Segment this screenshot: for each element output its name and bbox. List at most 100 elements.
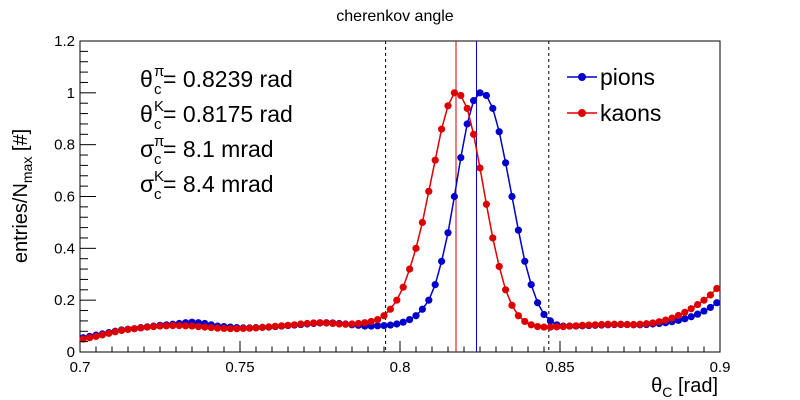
annotation-value: = 0.8175 rad xyxy=(163,101,293,127)
reference-lines xyxy=(385,41,550,352)
data-point-kaons xyxy=(674,311,683,320)
annotation-symbol: θ xyxy=(140,101,153,127)
data-point-kaons xyxy=(342,320,350,328)
data-point-kaons xyxy=(194,323,202,331)
data-point-pions xyxy=(521,257,529,265)
data-point-kaons xyxy=(316,319,324,327)
data-point-kaons xyxy=(578,321,587,329)
data-point-kaons xyxy=(598,320,606,329)
data-point-kaons xyxy=(706,291,715,299)
annotation-superscript: K xyxy=(154,168,164,185)
fit-annotation: θ πc = 0.8239 rad xyxy=(140,63,293,98)
legend: pions kaons xyxy=(567,64,661,126)
data-point-kaons xyxy=(386,305,394,313)
data-point-kaons xyxy=(150,323,158,331)
data-point-kaons xyxy=(124,325,132,334)
data-point-kaons xyxy=(655,318,663,326)
annotation-symbol: σ xyxy=(140,136,154,162)
y-tick-label: 0.6 xyxy=(54,189,75,206)
data-point-kaons xyxy=(246,324,254,332)
data-point-kaons xyxy=(572,322,580,330)
data-point-kaons xyxy=(687,305,695,313)
data-point-kaons xyxy=(681,308,689,316)
annotation-subscript: c xyxy=(154,116,162,133)
y-tick-label: 1 xyxy=(67,85,75,102)
y-axis-label: entries/Nmax [#] xyxy=(10,129,35,263)
data-point-kaons xyxy=(406,265,414,273)
data-point-kaons xyxy=(470,130,478,138)
legend-entry-kaons: kaons xyxy=(567,100,661,126)
fit-annotation: σ Kc = 8.4 mrad xyxy=(140,168,274,203)
data-point-pions xyxy=(706,303,715,312)
data-point-kaons xyxy=(98,331,106,339)
data-point-kaons xyxy=(546,323,555,331)
data-point-kaons xyxy=(118,326,126,335)
data-point-pions xyxy=(399,318,407,326)
data-point-kaons xyxy=(418,218,426,227)
data-point-kaons xyxy=(335,320,343,328)
data-point-kaons xyxy=(508,301,516,309)
data-point-kaons xyxy=(591,321,599,329)
data-point-kaons xyxy=(463,104,471,112)
data-point-pions xyxy=(431,281,439,289)
data-point-kaons xyxy=(182,322,190,330)
data-point-kaons xyxy=(354,319,362,328)
data-point-kaons xyxy=(534,323,542,331)
data-point-kaons xyxy=(662,316,670,324)
data-point-kaons xyxy=(630,320,638,329)
data-point-kaons xyxy=(514,312,523,320)
data-point-kaons xyxy=(495,262,503,271)
data-point-kaons xyxy=(188,322,196,330)
data-point-pions xyxy=(681,315,689,323)
data-point-kaons xyxy=(476,164,484,172)
data-point-kaons xyxy=(374,316,382,324)
data-point-kaons xyxy=(310,319,318,327)
data-point-kaons xyxy=(713,284,721,293)
data-point-kaons xyxy=(694,300,702,309)
data-point-kaons xyxy=(156,322,164,330)
x-tick-label: 0.75 xyxy=(225,359,254,376)
x-tick-label: 0.7 xyxy=(70,359,91,376)
data-point-pions xyxy=(444,229,452,237)
y-tick-label: 0.2 xyxy=(54,292,75,309)
data-point-kaons xyxy=(668,314,676,322)
data-point-pions xyxy=(438,257,446,265)
y-tick-label: 0 xyxy=(67,344,75,361)
x-tick-label: 0.85 xyxy=(545,359,574,376)
data-series xyxy=(79,89,721,343)
data-point-kaons xyxy=(450,89,458,97)
data-point-pions xyxy=(380,321,388,330)
data-point-kaons xyxy=(130,325,138,333)
data-point-pions xyxy=(393,320,401,328)
data-point-pions xyxy=(495,128,503,136)
annotation-subscript: c xyxy=(154,186,162,203)
data-point-kaons xyxy=(623,320,631,329)
data-point-kaons xyxy=(399,283,407,291)
data-point-kaons xyxy=(649,319,657,327)
annotation-subscript: c xyxy=(154,81,162,98)
data-point-pions xyxy=(534,299,542,307)
data-point-kaons xyxy=(297,320,305,328)
legend-marker xyxy=(578,73,586,81)
data-point-kaons xyxy=(169,321,177,330)
legend-entry-pions: pions xyxy=(567,64,655,90)
data-point-kaons xyxy=(175,321,183,330)
legend-marker xyxy=(578,109,586,117)
x-tick-label: 0.9 xyxy=(710,359,731,376)
annotation-symbol: θ xyxy=(140,66,153,92)
data-point-pions xyxy=(482,91,490,100)
data-point-kaons xyxy=(348,320,356,328)
annotation-value: = 8.1 mrad xyxy=(163,136,274,162)
data-point-kaons xyxy=(617,320,625,328)
legend-label: kaons xyxy=(600,100,661,126)
data-point-kaons xyxy=(322,319,330,327)
data-point-kaons xyxy=(239,324,247,333)
data-point-kaons xyxy=(431,156,439,164)
annotation-value: = 0.8239 rad xyxy=(163,66,293,92)
data-point-kaons xyxy=(700,296,708,304)
series-kaons xyxy=(79,89,721,343)
data-point-kaons xyxy=(604,320,612,328)
fit-annotation: θ Kc = 0.8175 rad xyxy=(140,98,293,133)
data-point-kaons xyxy=(278,322,286,330)
